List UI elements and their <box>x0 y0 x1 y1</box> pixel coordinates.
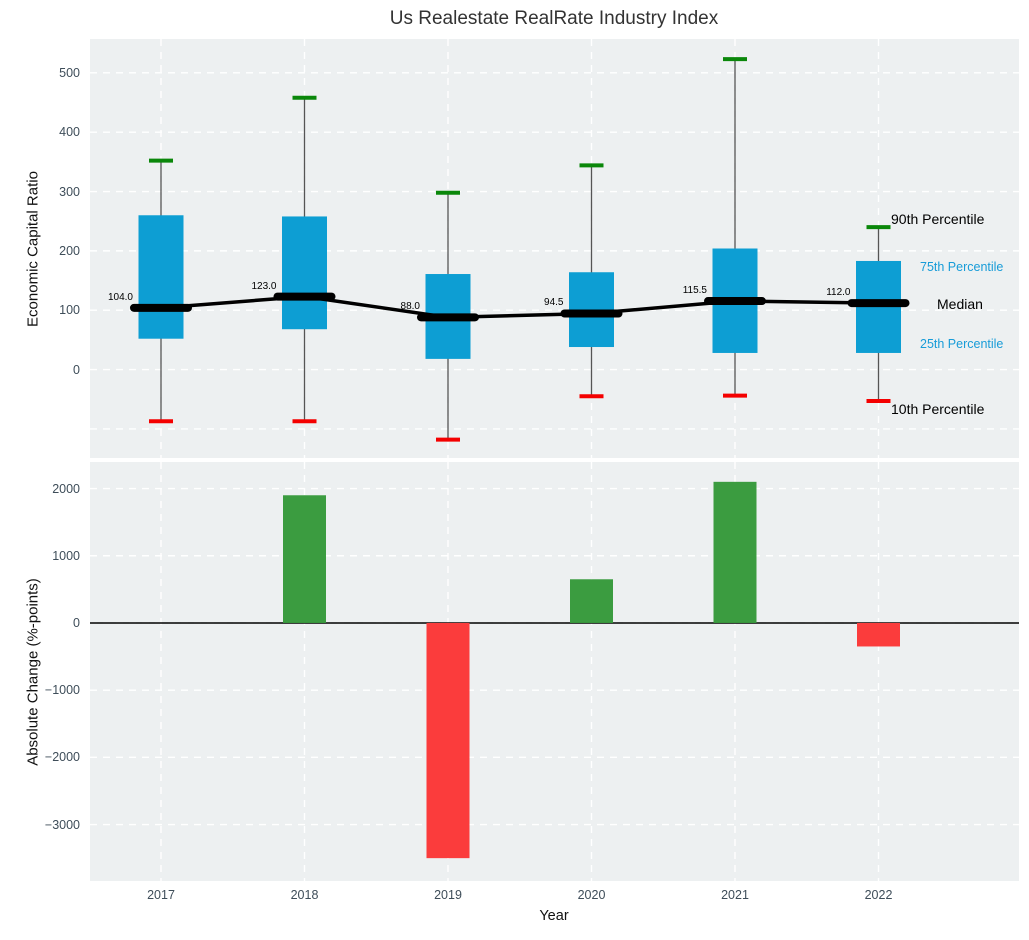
annotation-median: Median <box>937 296 983 313</box>
top-y-tick-label: 300 <box>59 184 80 199</box>
x-tick-label-2017: 2017 <box>147 888 175 902</box>
median-value-label-2022: 112.0 <box>826 287 851 299</box>
bottom-y-tick-label: −3000 <box>44 817 80 832</box>
x-tick-label-2022: 2022 <box>864 888 893 902</box>
median-value-label-2018: 123.0 <box>251 280 277 292</box>
median-marker-2018 <box>273 292 336 301</box>
bottom-y-tick-label: −2000 <box>44 750 80 765</box>
x-axis-label: Year <box>539 908 569 924</box>
top-y-tick-label: 500 <box>59 65 80 80</box>
median-value-label-2020: 94.5 <box>544 297 564 309</box>
x-tick-label-2019: 2019 <box>434 888 462 902</box>
change-bar-2021 <box>713 481 757 623</box>
median-marker-2022 <box>847 299 910 308</box>
bottom-y-tick-label: 1000 <box>52 548 80 563</box>
bottom-y-axis-label: Absolute Change (%-points) <box>24 577 42 766</box>
top-y-tick-label: 0 <box>73 362 80 377</box>
annotation-90th-percentile: 90th Percentile <box>891 211 985 228</box>
top-y-tick-label: 200 <box>59 243 80 258</box>
median-marker-2017 <box>130 303 192 312</box>
top-plot-background <box>90 39 1019 458</box>
bottom-y-tick-label: −1000 <box>44 683 80 698</box>
x-tick-label-2021: 2021 <box>721 888 749 902</box>
bottom-y-tick-label: 0 <box>73 615 80 630</box>
iqr-box-2017 <box>138 215 184 339</box>
x-tick-label-2020: 2020 <box>577 888 606 902</box>
median-marker-2021 <box>704 297 766 306</box>
change-bar-2020 <box>570 579 613 623</box>
iqr-box-2018 <box>282 216 327 330</box>
change-bar-2019 <box>426 622 470 859</box>
median-marker-2019 <box>417 313 479 322</box>
chart-title: Us Realestate RealRate Industry Index <box>389 8 719 29</box>
x-tick-label-2018: 2018 <box>290 888 319 902</box>
top-y-tick-label: 400 <box>59 125 80 140</box>
median-value-label-2019: 88.0 <box>400 301 420 313</box>
bottom-y-tick-label: 2000 <box>52 481 80 496</box>
annotation-25th-percentile: 25th Percentile <box>920 336 1004 351</box>
top-y-tick-label: 100 <box>59 303 80 318</box>
bottom-plot-background <box>90 462 1019 881</box>
top-y-axis-label: Economic Capital Ratio <box>24 170 42 327</box>
median-value-label-2017: 104.0 <box>107 291 133 303</box>
median-marker-2020 <box>560 309 623 318</box>
median-value-label-2021: 115.5 <box>682 285 707 297</box>
annotation-75th-percentile: 75th Percentile <box>920 259 1004 274</box>
change-bar-2018 <box>283 495 326 623</box>
change-bar-2022 <box>857 622 900 647</box>
annotation-10th-percentile: 10th Percentile <box>891 401 985 418</box>
